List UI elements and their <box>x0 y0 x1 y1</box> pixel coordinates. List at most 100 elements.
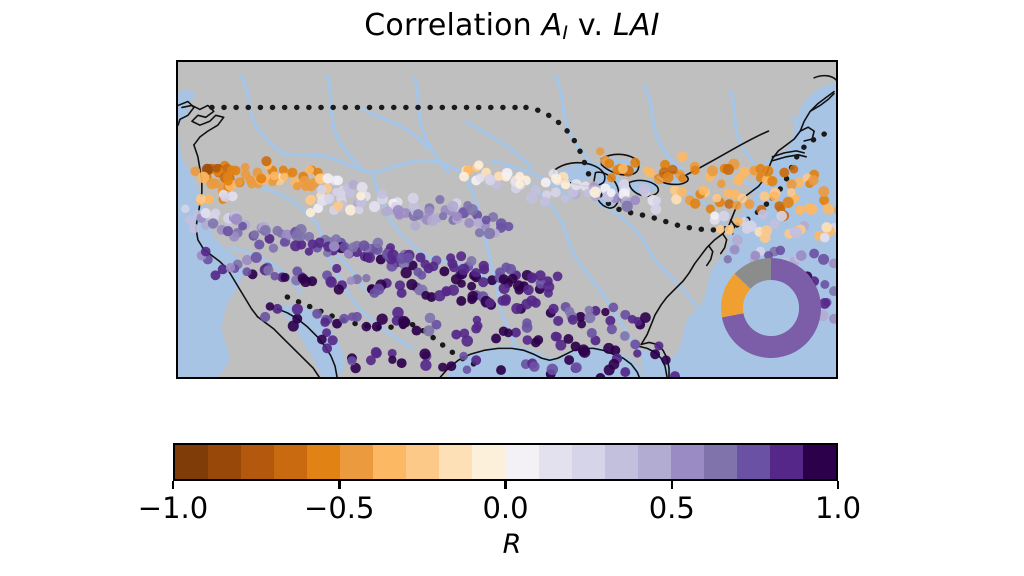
scatter-point <box>564 306 575 317</box>
scatter-point <box>299 175 311 187</box>
scatter-point <box>435 195 445 205</box>
scatter-point <box>254 239 265 250</box>
colorbar-bin-14 <box>637 445 671 479</box>
scatter-point <box>293 182 302 191</box>
scatter-point <box>818 186 830 197</box>
scatter-point <box>439 266 450 277</box>
scatter-point <box>717 179 726 188</box>
colorbar-bin-19 <box>802 445 836 479</box>
scatter-point <box>250 230 260 239</box>
scatter-point <box>387 348 397 358</box>
scatter-point <box>356 181 368 193</box>
scatter-point <box>584 305 594 315</box>
country-borders <box>209 104 829 367</box>
scatter-point <box>782 196 794 208</box>
scatter-point <box>498 274 509 285</box>
scatter-point <box>779 167 790 178</box>
scatter-point <box>821 222 832 233</box>
scatter-point <box>789 164 799 174</box>
scatter-point <box>643 166 652 175</box>
scatter-point <box>806 203 818 215</box>
scatter-point <box>535 270 546 281</box>
scatter-point <box>222 171 233 182</box>
colorbar-bin-5 <box>340 445 374 479</box>
scatter-point <box>398 315 410 328</box>
scatter-point <box>250 251 262 264</box>
scatter-point <box>767 176 778 187</box>
scatter-point <box>438 211 448 221</box>
scatter-point <box>197 171 210 184</box>
scatter-point <box>365 355 376 366</box>
scatter-point <box>605 315 616 326</box>
scatter-point <box>478 277 489 288</box>
scatter-point <box>776 210 787 222</box>
scatter-point <box>498 282 510 294</box>
scatter-point <box>759 191 770 202</box>
scatter-point <box>501 167 513 179</box>
scatter-point <box>504 221 514 232</box>
scatter-point <box>769 191 780 202</box>
scatter-point <box>333 284 344 295</box>
colorbar-bin-10 <box>505 445 539 479</box>
scatter-point <box>261 156 272 167</box>
scatter-point <box>347 356 357 366</box>
scatter-point <box>667 164 678 175</box>
scatter-point <box>297 273 309 284</box>
scatter-point <box>819 195 830 206</box>
scatter-point <box>488 212 499 222</box>
scatter-point <box>387 249 399 261</box>
scatter-point <box>447 200 459 212</box>
scatter-point <box>627 314 637 324</box>
scatter-point <box>420 359 432 371</box>
scatter-point <box>523 284 534 296</box>
scatter-point <box>822 203 834 215</box>
scatter-point <box>741 223 752 234</box>
donut-segment-orange <box>721 273 751 318</box>
scatter-point <box>481 215 491 225</box>
scatter-point <box>447 284 459 296</box>
scatter-point <box>222 226 234 237</box>
scatter-point <box>467 294 477 305</box>
scatter-point <box>304 247 314 256</box>
scatter-point <box>407 260 418 271</box>
scatter-point <box>606 188 616 198</box>
scatter-point <box>345 204 357 216</box>
colorbar-ticks <box>171 481 840 489</box>
scatter-point <box>671 194 682 205</box>
scatter-point <box>362 274 371 283</box>
scatter-point <box>689 198 701 209</box>
scatter-point <box>279 237 289 247</box>
title-middle: v. <box>568 8 614 43</box>
scatter-point <box>819 232 830 243</box>
scatter-point <box>533 335 544 345</box>
scatter-point <box>392 204 404 216</box>
scatter-point <box>427 215 438 226</box>
scatter-point <box>474 160 484 170</box>
scatter-point <box>312 308 323 319</box>
scatter-point <box>484 173 494 183</box>
scatter-point <box>630 195 641 206</box>
colorbar-bin-8 <box>439 445 473 479</box>
scatter-point <box>590 335 601 346</box>
scatter-point <box>322 328 332 338</box>
scatter-point <box>633 349 642 358</box>
scatter-point <box>419 348 431 360</box>
scatter-point <box>555 339 567 351</box>
scatter-point <box>543 288 553 298</box>
scatter-point <box>457 279 466 288</box>
scatter-point <box>265 302 275 311</box>
scatter-point <box>484 298 495 308</box>
title-variable-ai: A <box>541 8 563 43</box>
scatter-point <box>372 283 385 295</box>
scatter-point <box>829 258 836 269</box>
scatter-point <box>457 263 470 276</box>
colorbar-tick-1 <box>338 481 341 489</box>
scatter-point <box>829 286 836 297</box>
scatter-point <box>483 227 496 240</box>
scatter-point <box>407 192 419 204</box>
scatter-point <box>571 362 582 373</box>
scatter-point <box>332 201 344 212</box>
scatter-point <box>567 314 578 325</box>
scatter-point <box>466 203 478 216</box>
scatter-point <box>603 342 615 354</box>
